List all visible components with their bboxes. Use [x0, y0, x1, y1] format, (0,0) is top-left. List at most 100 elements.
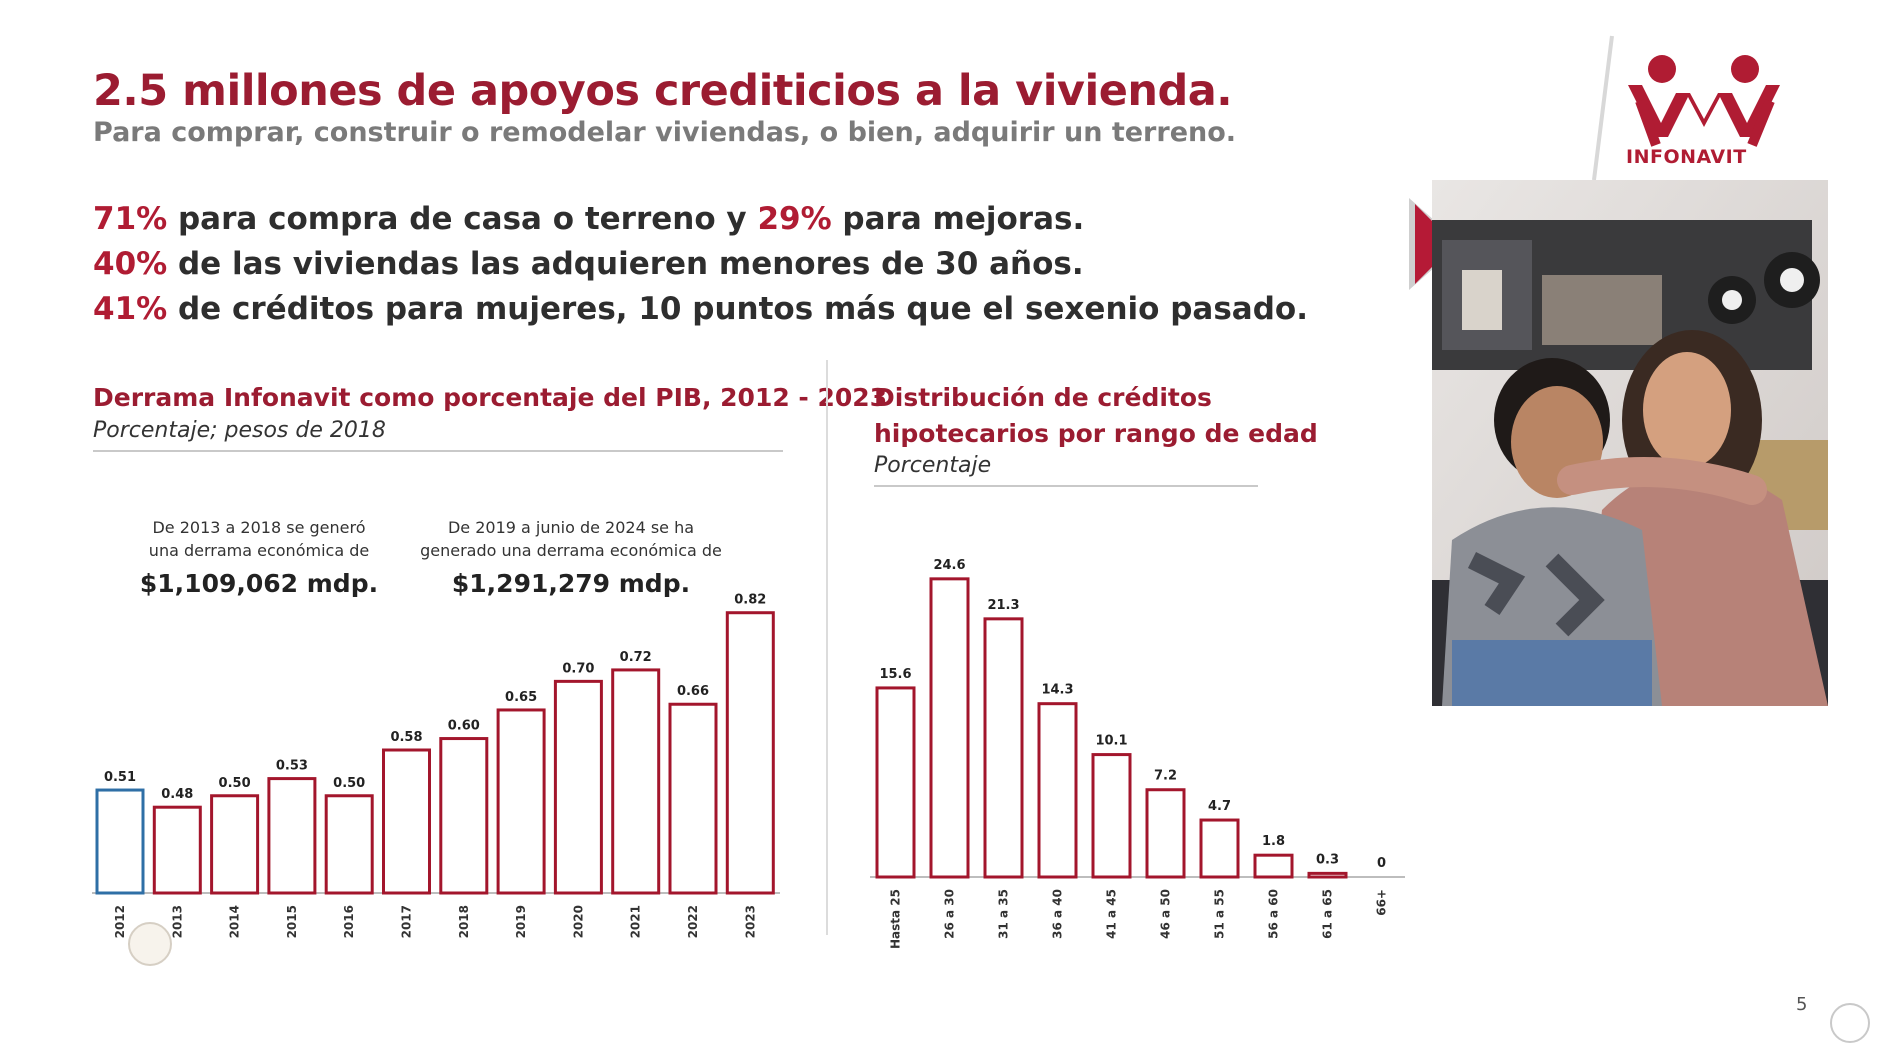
stat-women-percent: 41%: [93, 291, 168, 327]
bar-2013: [152, 805, 202, 895]
chart-age: 15.6 Hasta 25 24.6 26 a 30 21.3 31 a 35 14.3 36…: [870, 558, 1405, 949]
value-label-2015: 0.53: [276, 759, 308, 774]
category-label-age-51-a-55: 51 a 55: [1213, 889, 1227, 939]
page-number: 5: [1796, 994, 1808, 1015]
category-label-age-36-a-40: 36 a 40: [1051, 889, 1065, 939]
category-label-age-41-a-45: 41 a 45: [1105, 889, 1119, 939]
chart-age-rule: [874, 485, 1258, 487]
stat-purchase-text: para compra de casa o terreno y: [167, 201, 758, 237]
value-label-2022: 0.66: [677, 684, 709, 699]
value-label-age-31-a-35: 21.3: [987, 598, 1019, 613]
chart-age-title-line2: hipotecarios por rango de edad: [874, 419, 1318, 448]
bar-age-31-a-35: [983, 617, 1024, 879]
chart-age-subtitle: Porcentaje: [874, 453, 992, 478]
value-label-2016: 0.50: [333, 776, 365, 791]
bar-age-36-a-40: [1037, 702, 1078, 879]
bar-2015: [267, 777, 317, 895]
category-label-2014: 2014: [228, 905, 242, 938]
category-label-2022: 2022: [686, 905, 700, 938]
value-label-age-36-a-40: 14.3: [1041, 683, 1073, 698]
bar-age-51-a-55: [1199, 818, 1240, 879]
chart-gdp-subtitle: Porcentaje; pesos de 2018: [93, 418, 386, 443]
bar-age-61-a-65: [1307, 871, 1348, 879]
bar-2023: [725, 611, 775, 895]
bar-2018: [439, 737, 489, 895]
page-title: 2.5 millones de apoyos crediticios a la …: [93, 66, 1233, 116]
key-stats: 71% para compra de casa o terreno y 29% …: [93, 197, 1308, 332]
category-label-age-46-a-50: 46 a 50: [1159, 889, 1173, 939]
annotation-2013-2018-line1: De 2013 a 2018 se generó: [152, 518, 366, 537]
category-label-age-56-a-60: 56 a 60: [1267, 889, 1281, 939]
category-label-2012: 2012: [113, 905, 127, 938]
annotation-2013-2018: De 2013 a 2018 se generó una derrama eco…: [94, 516, 424, 602]
value-label-age-46-a-50: 7.2: [1154, 769, 1177, 784]
value-label-2013: 0.48: [161, 787, 193, 802]
category-label-2019: 2019: [514, 905, 528, 938]
value-label-2023: 0.82: [734, 593, 766, 608]
bar-age-26-a-30: [929, 577, 970, 879]
annotation-2019-2024-line1: De 2019 a junio de 2024 se ha: [447, 518, 695, 537]
annotation-2013-2018-amount: $1,109,062 mdp.: [139, 569, 379, 598]
bar-2016: [324, 794, 374, 895]
value-label-age-hasta-25: 15.6: [879, 667, 911, 682]
charts-divider: [826, 360, 828, 935]
annotation-2019-2024-line2: generado una derrama económica de: [420, 541, 722, 560]
value-label-2019: 0.65: [505, 690, 537, 705]
bar-2017: [382, 748, 431, 895]
category-label-age-26-a-30: 26 a 30: [943, 889, 957, 939]
stat-women-text: de créditos para mujeres, 10 puntos más …: [167, 291, 1308, 327]
family-photo: [1432, 180, 1828, 706]
category-label-age-31-a-35: 31 a 35: [997, 889, 1011, 939]
bar-2012: [95, 788, 145, 895]
bar-2021: [611, 668, 661, 895]
stat-youth-text: de las viviendas las adquieren menores d…: [167, 246, 1084, 282]
value-label-age-66-: 0: [1377, 856, 1386, 871]
value-label-2014: 0.50: [219, 776, 251, 791]
bar-2019: [496, 708, 546, 895]
value-label-2018: 0.60: [448, 719, 480, 734]
chart-age-title: Distribución de créditos hipotecarios po…: [874, 380, 1318, 452]
category-label-age-hasta-25: Hasta 25: [889, 889, 903, 949]
bar-2014: [210, 794, 260, 895]
value-label-age-61-a-65: 0.3: [1316, 852, 1339, 867]
infonavit-logo-text: INFONAVIT: [1626, 146, 1747, 168]
mexico-seal-watermark-icon: [128, 922, 172, 966]
value-label-age-51-a-55: 4.7: [1208, 799, 1231, 814]
chart-gdp: 0.51 2012 0.48 2013 0.50 2014 0.53 2015 0.50 2016…: [92, 593, 780, 938]
category-label-2013: 2013: [170, 905, 184, 938]
annotation-2019-2024-amount: $1,291,279 mdp.: [451, 569, 691, 598]
chart-age-title-line1: Distribución de créditos: [874, 383, 1212, 412]
category-label-2018: 2018: [457, 905, 471, 938]
value-label-age-41-a-45: 10.1: [1095, 734, 1127, 749]
gobierno-mexico-seal-icon: [1830, 1003, 1870, 1043]
stat-youth-percent: 40%: [93, 246, 168, 282]
bar-age-46-a-50: [1145, 788, 1186, 879]
stat-line-women: 41% de créditos para mujeres, 10 puntos …: [93, 287, 1308, 332]
value-label-2021: 0.72: [620, 650, 652, 665]
bar-age-56-a-60: [1253, 853, 1294, 879]
stat-improvement-text: para mejoras.: [831, 201, 1085, 237]
stat-improvement-percent: 29%: [757, 201, 832, 237]
annotation-2019-2024: De 2019 a junio de 2024 se ha generado u…: [406, 516, 736, 602]
chart-gdp-title: Derrama Infonavit como porcentaje del PI…: [93, 383, 888, 412]
infonavit-logo-icon: [1628, 55, 1780, 147]
category-label-2016: 2016: [342, 905, 356, 938]
category-label-2017: 2017: [400, 905, 414, 938]
bar-2020: [553, 679, 603, 895]
bar-age-hasta-25: [875, 686, 916, 879]
chart-gdp-rule: [93, 450, 783, 452]
bar-age-41-a-45: [1091, 753, 1132, 879]
category-label-2021: 2021: [629, 905, 643, 938]
category-label-2023: 2023: [743, 905, 757, 938]
annotation-2013-2018-line2: una derrama económica de: [148, 541, 370, 560]
category-label-2015: 2015: [285, 905, 299, 938]
bar-2022: [668, 702, 718, 895]
stat-line-purchase: 71% para compra de casa o terreno y 29% …: [93, 197, 1308, 242]
category-label-age-66-: 66+: [1375, 889, 1389, 916]
value-label-2017: 0.58: [390, 730, 422, 745]
category-label-age-61-a-65: 61 a 65: [1321, 889, 1335, 939]
value-label-2012: 0.51: [104, 770, 136, 785]
value-label-2020: 0.70: [562, 661, 594, 676]
category-label-2020: 2020: [571, 905, 585, 938]
